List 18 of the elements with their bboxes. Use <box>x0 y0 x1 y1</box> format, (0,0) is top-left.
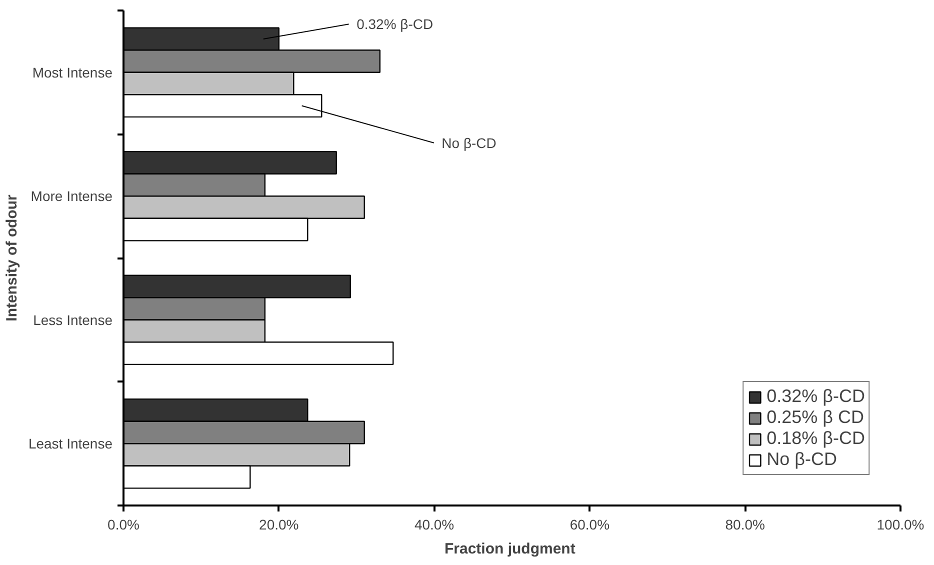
y-tick-label: Less Intense <box>33 312 113 328</box>
y-tick-label: Most Intense <box>32 64 113 80</box>
x-tick-label: 0.0% <box>108 516 140 532</box>
y-tick-label: More Intense <box>30 188 113 204</box>
legend-label: 0.18% β-CD <box>766 428 865 449</box>
annotation: 0.32% β-CD <box>356 16 434 32</box>
x-axis-title: Fraction judgment <box>444 540 576 558</box>
x-tick-label: 100.0% <box>876 516 924 532</box>
x-tick-label: 80.0% <box>725 516 765 532</box>
y-axis-title: Intensity of odour <box>3 194 20 322</box>
x-tick-label: 40.0% <box>414 516 454 532</box>
x-tick-label: 20.0% <box>259 516 299 532</box>
y-tick-label: Least Intense <box>28 436 113 452</box>
x-tick-label: 60.0% <box>570 516 610 532</box>
legend-label: 0.25% β CD <box>766 407 864 428</box>
legend-label: No β-CD <box>766 449 837 470</box>
annotation: No β-CD <box>442 134 496 151</box>
legend-label: 0.32% β-CD <box>766 386 865 407</box>
